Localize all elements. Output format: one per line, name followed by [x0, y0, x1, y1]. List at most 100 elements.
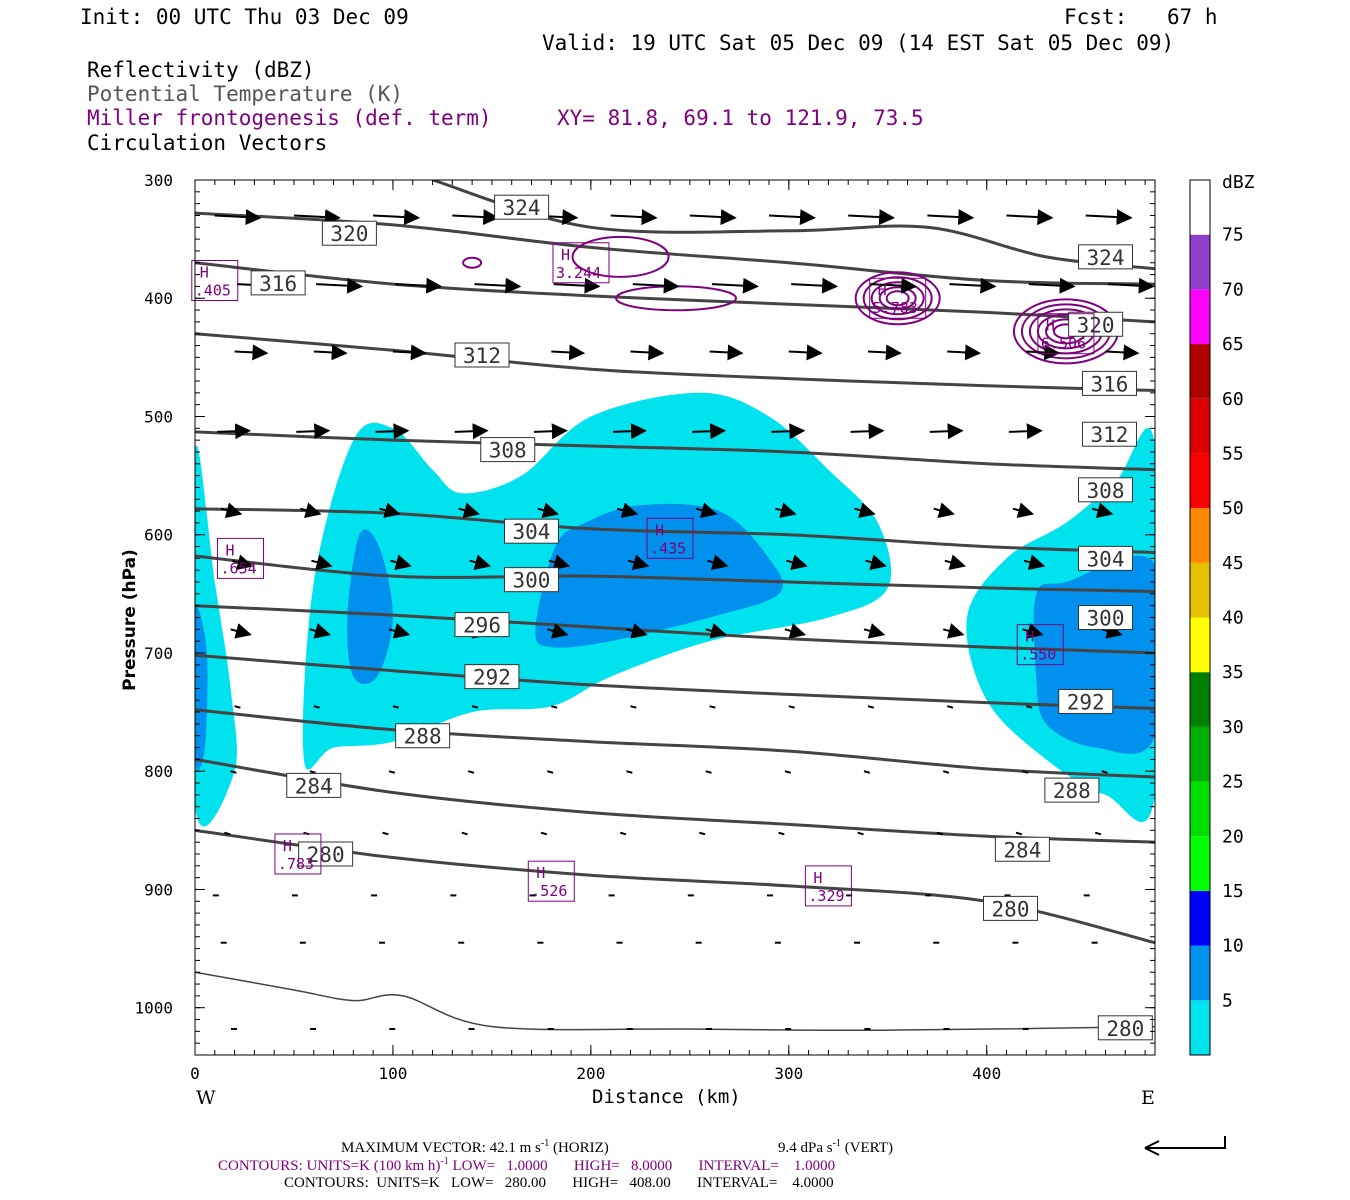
valid-time: Valid: 19 UTC Sat 05 Dec 09 (14 EST Sat … — [542, 31, 1175, 55]
theta-label-box — [1078, 244, 1134, 270]
circulation-vector — [944, 554, 967, 570]
circulation-vector — [390, 554, 412, 570]
circulation-vector — [309, 623, 332, 639]
theta-label-text: 296 — [463, 614, 501, 638]
y-tick-label: 900 — [144, 880, 173, 899]
frontogenesis-max-label: H.329 — [804, 865, 852, 907]
circulation-vector — [854, 502, 876, 518]
frontogenesis-units: CONTOURS: UNITS=K (100 km h) — [218, 1158, 441, 1174]
theta-contour-label: 312 — [1081, 421, 1137, 447]
theta-label-box — [1044, 777, 1100, 803]
circulation-vector — [1012, 502, 1035, 518]
theta-label-box — [983, 895, 1039, 921]
theta-label-box — [454, 342, 510, 368]
theta-contour-label: 304 — [503, 518, 559, 544]
circulation-vector — [627, 554, 650, 570]
frontogenesis-max-value: 5.783 — [873, 299, 918, 317]
circulation-vector — [705, 770, 712, 774]
x-tick-label: 0 — [190, 1064, 200, 1083]
frontogenesis-max-box — [1037, 313, 1095, 355]
circulation-vector — [788, 344, 823, 361]
frontogenesis-max-box — [191, 260, 239, 302]
theta-label-text: 292 — [1067, 690, 1105, 714]
circulation-vector — [296, 423, 331, 440]
circulation-vector — [612, 423, 647, 440]
colorbar-level-label: 50 — [1222, 498, 1244, 519]
theta-label-box — [1068, 311, 1124, 337]
circulation-vector — [373, 209, 421, 226]
circulation-vector — [309, 770, 316, 774]
colorbar-swatch — [1190, 945, 1210, 1001]
max-vector-text: MAXIMUM VECTOR: 42.1 m s-1 (HORIZ) — [341, 1138, 609, 1157]
colorbar-level-label: 65 — [1222, 334, 1244, 355]
theta-label-text: 312 — [1091, 423, 1129, 447]
frontogenesis-max-box — [646, 517, 694, 559]
colorbar-swatch — [1190, 890, 1210, 946]
theta-contour-label: 292 — [464, 664, 520, 690]
theta-contour-label: 324 — [494, 194, 550, 220]
circulation-vector — [947, 344, 982, 361]
circulation-vector — [857, 831, 864, 836]
circulation-vector — [547, 623, 569, 639]
frontogenesis-max-h: H — [536, 864, 545, 882]
circulation-vector — [942, 623, 965, 639]
circulation-vector — [217, 423, 252, 440]
frontogenesis-max-h: H — [200, 264, 209, 282]
theta-label-text: 280 — [1106, 1017, 1144, 1041]
circulation-vector — [533, 423, 568, 440]
theta-contour-label: 300 — [1078, 605, 1134, 631]
theta-contour-label: 296 — [454, 612, 510, 638]
theta-contour-280 — [195, 971, 1155, 1032]
theta-label-text: 284 — [295, 774, 333, 798]
circulation-vector — [850, 423, 885, 440]
max-vector-horiz: MAXIMUM VECTOR: 42.1 m s — [341, 1140, 541, 1156]
field-reflectivity: Reflectivity (dBZ) — [87, 58, 315, 82]
circulation-vector — [230, 770, 237, 774]
circulation-vector — [784, 770, 791, 774]
colorbar-level-label: 75 — [1222, 225, 1244, 246]
theta-label-text: 308 — [489, 439, 527, 463]
circulation-vector — [1006, 209, 1054, 226]
circulation-vector — [1023, 554, 1046, 570]
colorbar-swatch — [1190, 180, 1210, 235]
circulation-vector — [786, 554, 808, 571]
x-tick-label: 300 — [774, 1064, 803, 1083]
max-vector-horiz-exponent: -1 — [540, 1138, 550, 1149]
circulation-vector — [778, 831, 785, 836]
frontogenesis-max-box — [1016, 624, 1064, 666]
theta-label-text: 284 — [1003, 838, 1041, 862]
circulation-vector — [1101, 623, 1123, 639]
frontogenesis-max-value: .654 — [221, 559, 257, 577]
circulation-vector — [1085, 209, 1133, 226]
colorbar-swatch — [1190, 726, 1210, 782]
circulation-vector — [705, 623, 727, 639]
circulation-vector — [1094, 831, 1102, 836]
circulation-vector — [551, 705, 558, 709]
frontogenesis-max-box — [804, 865, 852, 907]
frontogenesis-contour — [878, 286, 917, 311]
frontogenesis-max-label: H.550 — [1016, 624, 1064, 666]
circulation-vector — [395, 277, 443, 294]
colorbar-level-label: 45 — [1222, 553, 1244, 574]
theta-contour-308 — [195, 430, 1155, 472]
frontogenesis-max-value: 6.506 — [1041, 335, 1086, 353]
theta-contour-label: 280 — [983, 895, 1039, 921]
colorbar-level-label: 60 — [1222, 389, 1244, 410]
x-tick-label: 200 — [576, 1064, 605, 1083]
frontogenesis-max-box — [552, 242, 610, 284]
theta-contour-label: 300 — [503, 567, 559, 593]
circulation-vector — [547, 770, 554, 774]
circulation-vector — [553, 277, 601, 294]
theta-label-text: 288 — [1053, 779, 1091, 803]
frontogenesis-max-box — [274, 833, 322, 875]
circulation-vector — [707, 554, 729, 570]
forecast-label: Fcst: — [1064, 5, 1128, 29]
theta-contour-label: 288 — [1044, 777, 1100, 803]
frontogenesis-max-label: H.435 — [646, 517, 694, 559]
y-tick-label: 500 — [144, 407, 173, 426]
circulation-vector — [927, 209, 975, 226]
theta-label-box — [1078, 545, 1134, 571]
circulation-vector — [469, 554, 492, 571]
west-label: W — [196, 1087, 216, 1109]
theta-label-text: 280 — [992, 897, 1030, 921]
